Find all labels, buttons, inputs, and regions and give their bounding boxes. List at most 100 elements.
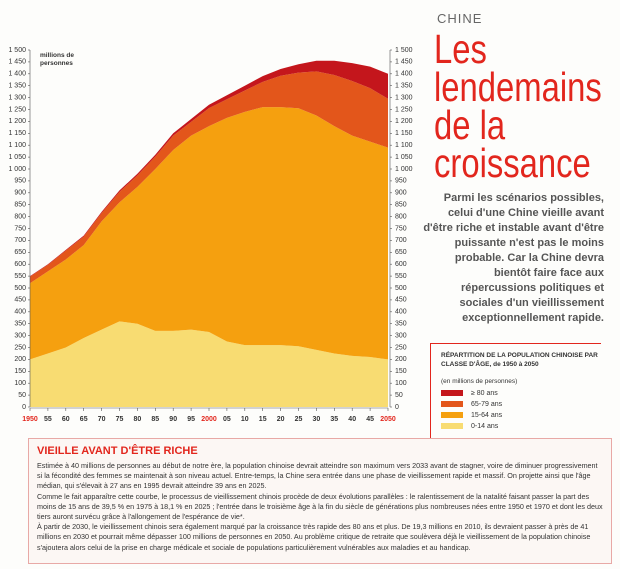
x-tick-label: 30 bbox=[313, 416, 321, 423]
x-tick-label: 2000 bbox=[201, 416, 217, 423]
y2-tick-label: 900 bbox=[395, 190, 407, 197]
y-tick-label: 600 bbox=[14, 261, 26, 268]
x-tick-label: 70 bbox=[98, 416, 106, 423]
legend-label: 65-79 ans bbox=[471, 401, 503, 408]
y2-tick-label: 1 300 bbox=[395, 94, 413, 101]
y-tick-label: 950 bbox=[14, 178, 26, 185]
legend-label: ≥ 80 ans bbox=[471, 390, 498, 397]
y-tick-label: 100 bbox=[14, 380, 26, 387]
y-tick-label: 200 bbox=[14, 356, 26, 363]
y2-tick-label: 850 bbox=[395, 202, 407, 209]
x-tick-label: 1950 bbox=[22, 416, 38, 423]
y-tick-label: 1 500 bbox=[8, 47, 26, 54]
x-tick-label: 65 bbox=[80, 416, 88, 423]
y2-tick-label: 500 bbox=[395, 285, 407, 292]
sidebar-text: Estimée à 40 millions de personnes au dé… bbox=[37, 461, 603, 553]
x-tick-label: 40 bbox=[348, 416, 356, 423]
y-tick-label: 650 bbox=[14, 249, 26, 256]
y2-tick-label: 600 bbox=[395, 261, 407, 268]
y2-tick-label: 1 050 bbox=[395, 154, 413, 161]
y-tick-label: 1 250 bbox=[8, 106, 26, 113]
area-band bbox=[30, 321, 388, 407]
y2-tick-label: 1 350 bbox=[395, 83, 413, 90]
y2-tick-label: 800 bbox=[395, 213, 407, 220]
article-title: Les lendemains de la croissance bbox=[434, 26, 602, 186]
paragraph: À partir de 2030, le vieillissement chin… bbox=[37, 522, 591, 552]
y-tick-label: 550 bbox=[14, 273, 26, 280]
y-tick-label: 250 bbox=[14, 344, 26, 351]
y-tick-label: 1 300 bbox=[8, 94, 26, 101]
y-tick-label: 900 bbox=[14, 190, 26, 197]
y2-tick-label: 1 000 bbox=[395, 166, 413, 173]
y-tick-label: 500 bbox=[14, 285, 26, 292]
x-tick-label: 15 bbox=[259, 416, 267, 423]
chart-title: RÉPARTITION DE LA POPULATION CHINOISE PA… bbox=[441, 352, 598, 368]
x-tick-label: 2050 bbox=[380, 416, 396, 423]
x-tick-label: 35 bbox=[330, 416, 338, 423]
paragraph: Comme le fait apparaître cette courbe, l… bbox=[37, 491, 603, 522]
x-tick-label: 85 bbox=[151, 416, 159, 423]
y2-tick-label: 100 bbox=[395, 380, 407, 387]
y2-tick-label: 750 bbox=[395, 225, 407, 232]
y-tick-label: 350 bbox=[14, 321, 26, 328]
y-tick-label: 1 200 bbox=[8, 118, 26, 125]
sidebar-box: VIEILLE AVANT D'ÊTRE RICHE Estimée à 40 … bbox=[28, 438, 612, 564]
y2-tick-label: 50 bbox=[395, 392, 403, 399]
legend-label: 0-14 ans bbox=[471, 423, 499, 430]
y-tick-label: 150 bbox=[14, 368, 26, 375]
paragraph: Estimée à 40 millions de personnes au dé… bbox=[37, 461, 598, 491]
y2-tick-label: 350 bbox=[395, 321, 407, 328]
lead-paragraph: Parmi les scénarios possibles, celui d'u… bbox=[423, 192, 604, 324]
y2-tick-label: 1 100 bbox=[395, 142, 413, 149]
x-tick-label: 80 bbox=[134, 416, 142, 423]
x-tick-label: 55 bbox=[44, 416, 52, 423]
y-tick-label: 1 150 bbox=[8, 130, 26, 137]
area-band bbox=[30, 107, 388, 360]
y2-tick-label: 1 500 bbox=[395, 47, 413, 54]
y2-tick-label: 1 250 bbox=[395, 106, 413, 113]
x-tick-label: 45 bbox=[366, 416, 374, 423]
y2-tick-label: 1 200 bbox=[395, 118, 413, 125]
y2-tick-label: 1 150 bbox=[395, 130, 413, 137]
legend-swatch bbox=[441, 423, 463, 429]
y-tick-label: 700 bbox=[14, 237, 26, 244]
y-tick-label: 400 bbox=[14, 309, 26, 316]
x-tick-label: 10 bbox=[241, 416, 249, 423]
y-tick-label: 1 050 bbox=[8, 154, 26, 161]
x-tick-label: 25 bbox=[295, 416, 303, 423]
y-tick-label: 850 bbox=[14, 202, 26, 209]
section-label: CHINE bbox=[437, 11, 483, 26]
y2-tick-label: 700 bbox=[395, 237, 407, 244]
y-tick-label: 50 bbox=[18, 392, 26, 399]
y-tick-label: 1 000 bbox=[8, 166, 26, 173]
legend: RÉPARTITION DE LA POPULATION CHINOISE PA… bbox=[430, 343, 601, 440]
y2-tick-label: 450 bbox=[395, 297, 407, 304]
y-tick-label: 1 450 bbox=[8, 59, 26, 66]
y2-tick-label: 950 bbox=[395, 178, 407, 185]
y2-tick-label: 1 450 bbox=[395, 59, 413, 66]
y-tick-label: 1 350 bbox=[8, 83, 26, 90]
y2-tick-label: 0 bbox=[395, 404, 399, 411]
x-tick-label: 75 bbox=[116, 416, 124, 423]
x-tick-label: 20 bbox=[277, 416, 285, 423]
y2-tick-label: 550 bbox=[395, 273, 407, 280]
y2-tick-label: 400 bbox=[395, 309, 407, 316]
y-tick-label: 1 100 bbox=[8, 142, 26, 149]
y-tick-label: 450 bbox=[14, 297, 26, 304]
y-tick-label: 750 bbox=[14, 225, 26, 232]
y-tick-label: 800 bbox=[14, 213, 26, 220]
x-tick-label: 05 bbox=[223, 416, 231, 423]
y-axis-label: millions de personnes bbox=[40, 52, 74, 67]
y-tick-label: 1 400 bbox=[8, 71, 26, 78]
x-tick-label: 60 bbox=[62, 416, 70, 423]
chart-subtitle: (en millions de personnes) bbox=[441, 378, 518, 385]
area-band bbox=[30, 71, 388, 284]
y-tick-label: 0 bbox=[22, 404, 26, 411]
legend-swatch bbox=[441, 401, 463, 407]
legend-items: ≥ 80 ans 65-79 ans 15-64 ans 0-14 ans bbox=[441, 390, 503, 430]
legend-swatch bbox=[441, 412, 463, 418]
legend-swatch bbox=[441, 390, 463, 396]
y2-tick-label: 1 400 bbox=[395, 71, 413, 78]
y2-tick-label: 200 bbox=[395, 356, 407, 363]
